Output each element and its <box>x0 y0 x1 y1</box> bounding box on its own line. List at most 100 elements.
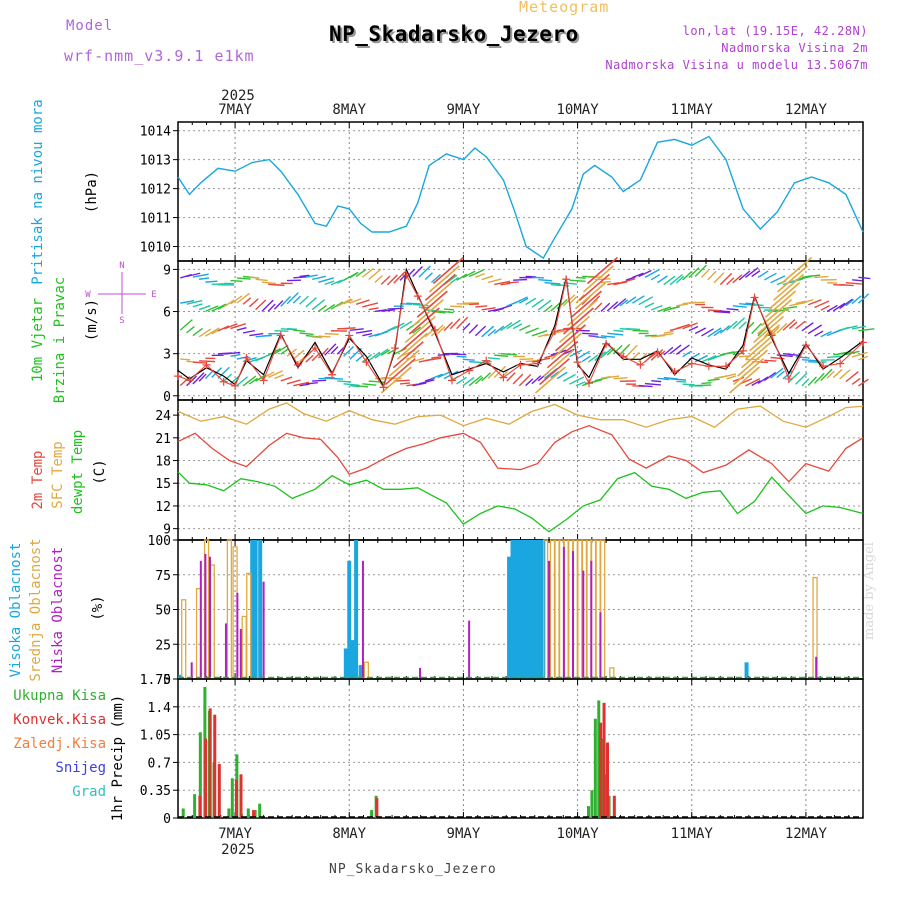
wind-marker <box>784 374 793 383</box>
wind-arrow <box>638 296 654 306</box>
wind-arrow <box>513 278 528 281</box>
wind-arrow <box>625 296 637 305</box>
wind-arrow <box>361 268 374 278</box>
top-day-labels: 7MAY 8MAY 9MAY 10MAY 11MAY 12MAY <box>218 102 827 118</box>
wind-arrow <box>682 322 698 330</box>
wind-arrow <box>399 382 411 385</box>
wind-arrow <box>462 376 475 387</box>
wind-arrow <box>707 378 720 382</box>
low-cloud-bar <box>548 560 551 679</box>
wind-gust-barb <box>757 307 789 335</box>
low-cloud-bar <box>236 592 239 679</box>
top-year: 2025 <box>221 88 255 104</box>
wind-arrow <box>380 275 391 285</box>
wind-arrow <box>657 377 670 381</box>
wind-arrow <box>248 377 258 385</box>
convective-precip-bar <box>208 708 212 818</box>
wind-arrow <box>764 359 777 362</box>
wind-arrow <box>249 276 260 279</box>
wind-arrow <box>399 320 413 330</box>
wind-arrow <box>368 307 379 311</box>
wind-arrow <box>355 299 370 306</box>
wind-arrow <box>481 372 491 382</box>
wind-arrow <box>318 277 334 283</box>
wind-gust-barb <box>388 349 420 377</box>
wind-marker <box>242 353 251 362</box>
wind-arrow <box>393 271 406 284</box>
wind-arrow <box>544 281 561 285</box>
wind-arrow <box>663 275 676 286</box>
wind-arrow <box>600 302 611 312</box>
wind-arrow <box>569 296 578 305</box>
wind-marker <box>619 352 628 361</box>
y-tick-label: 25 <box>155 638 171 653</box>
convective-precip-bar <box>599 722 603 818</box>
high-cloud-label: Visoka Oblacnost <box>8 543 24 678</box>
low-cloud-bar <box>239 628 242 679</box>
total-precip-bar <box>593 718 597 818</box>
wind-arrow <box>493 325 505 334</box>
wind-arrow <box>732 274 743 284</box>
wind-gust-barb <box>578 273 610 301</box>
wind-arrow <box>198 304 211 311</box>
wind-arrow <box>851 377 861 385</box>
cloud-unit: (%) <box>90 595 106 620</box>
y-tick-label: 0.35 <box>140 784 171 799</box>
wind-arrow <box>305 274 318 278</box>
wind-arrow <box>336 298 352 307</box>
wind-arrow <box>782 319 796 331</box>
model-elevation-label: Nadmorska Visina u modelu 13.5067m <box>605 58 868 72</box>
wind-arrow <box>198 373 207 382</box>
wind-arrow <box>443 370 459 380</box>
low-cloud-bar <box>204 553 207 679</box>
wind-arrow <box>707 270 717 281</box>
wind-arrow <box>820 368 833 381</box>
wind-gust-barb <box>534 366 566 394</box>
low-cloud-bar <box>582 570 585 679</box>
wind-arrow <box>437 325 446 334</box>
y-tick-label: 1.4 <box>148 701 172 716</box>
wind-arrow <box>494 354 509 357</box>
wind-arrow <box>450 305 463 308</box>
y-tick-label: 1.05 <box>140 729 171 744</box>
wind-arrow <box>236 327 247 331</box>
side-labels: Pritisak na nivou mora (hPa) 10m Vjetar Brz… <box>8 99 126 821</box>
total-precip-bar <box>370 810 374 818</box>
meteogram-label: Meteogram <box>519 0 610 16</box>
wind-arrow <box>695 384 712 387</box>
wind-arrow <box>625 344 638 358</box>
wind-arrow <box>519 297 529 304</box>
y-tick-label: 75 <box>155 569 171 584</box>
wind-arrow <box>694 264 707 277</box>
wind-arrow <box>343 299 353 305</box>
wind-arrow <box>650 304 663 311</box>
wind-arrow <box>412 357 425 363</box>
wind-arrow <box>512 373 524 385</box>
wind-arrow <box>632 295 645 304</box>
wind-arrow <box>839 298 853 310</box>
low-cloud-bar <box>599 612 602 679</box>
wind-marker <box>836 359 845 368</box>
wind-arrow <box>839 369 851 380</box>
model-label: Model <box>66 18 114 34</box>
wind-arrow <box>600 346 614 359</box>
y-tick-label: 18 <box>155 455 171 470</box>
wind-arrow <box>556 371 568 380</box>
wind-arrow <box>192 361 207 364</box>
wind-arrow <box>858 328 875 332</box>
wind-marker <box>345 331 354 340</box>
total-precip-bar <box>253 810 257 818</box>
wind-arrow <box>814 330 824 337</box>
wind-arrow <box>292 295 301 304</box>
wind-arrow <box>324 332 339 336</box>
wind-arrow <box>619 299 629 307</box>
total-precip-bar <box>227 808 231 818</box>
wind-arrow <box>305 354 314 363</box>
wind-arrow <box>506 372 516 382</box>
wind-arrow <box>669 378 687 381</box>
total-precip-bar <box>604 774 608 818</box>
model-name: wrf-nmm_v3.9.1 e1km <box>64 47 255 65</box>
wind-arrow <box>675 344 690 355</box>
wind-arrow <box>701 355 717 363</box>
